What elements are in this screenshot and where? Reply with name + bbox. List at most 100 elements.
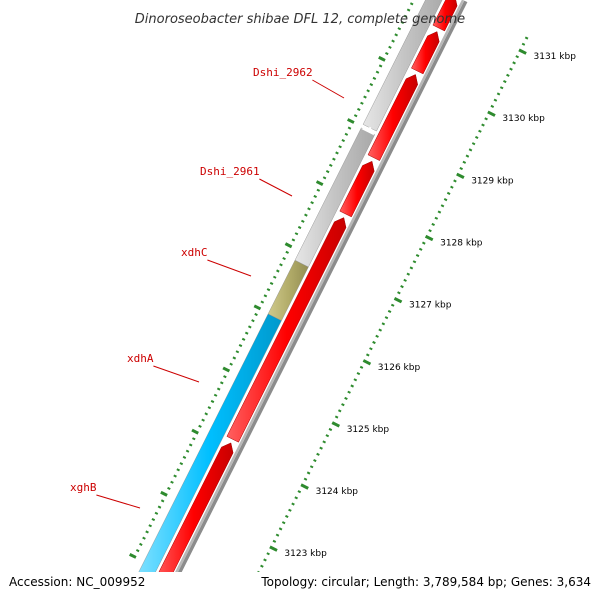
minor-tick <box>406 272 410 276</box>
minor-tick <box>332 157 336 161</box>
minor-tick <box>148 524 152 528</box>
gene-label-xdhC: xdhC <box>181 246 208 259</box>
major-tick <box>347 118 355 124</box>
minor-tick <box>273 275 277 279</box>
minor-tick <box>142 536 146 540</box>
minor-tick <box>309 465 314 469</box>
gene-gap <box>360 127 375 136</box>
minor-tick <box>372 76 377 80</box>
minor-tick <box>446 191 451 195</box>
minor-tick <box>459 167 463 171</box>
minor-tick <box>235 350 240 354</box>
minor-tick <box>213 393 218 397</box>
minor-tick <box>151 518 156 522</box>
minor-tick <box>297 225 302 230</box>
minor-tick <box>437 210 442 214</box>
minor-tick <box>496 92 501 96</box>
minor-tick <box>306 471 311 475</box>
minor-tick <box>325 434 330 438</box>
minor-tick <box>282 257 286 261</box>
minor-tick <box>145 530 149 534</box>
minor-tick <box>241 337 246 341</box>
tick-label: 3128 kbp <box>440 239 483 249</box>
minor-tick <box>478 129 482 133</box>
minor-tick <box>288 508 292 512</box>
minor-tick <box>204 412 208 416</box>
major-tick <box>424 234 434 242</box>
minor-tick <box>210 399 215 404</box>
major-tick <box>300 483 309 490</box>
gene-label-xdhA: xdhA <box>127 352 154 365</box>
minor-tick <box>313 459 317 463</box>
minor-tick <box>450 185 454 189</box>
leader-line <box>153 365 200 383</box>
minor-tick <box>344 132 349 136</box>
minor-tick <box>369 347 373 351</box>
leader-line <box>207 259 252 277</box>
major-tick <box>331 421 340 428</box>
minor-tick <box>207 406 212 410</box>
minor-tick <box>313 194 317 198</box>
major-tick <box>129 553 137 559</box>
minor-tick <box>328 427 333 432</box>
major-tick <box>456 172 465 179</box>
minor-tick <box>269 281 274 285</box>
minor-tick <box>366 89 370 93</box>
minor-tick <box>266 552 270 556</box>
minor-tick <box>316 188 321 192</box>
minor-tick <box>391 39 395 43</box>
forward-strand-arrow <box>432 0 458 32</box>
minor-tick <box>281 521 286 525</box>
minor-tick <box>297 490 302 494</box>
gene-label-Dshi_2961: Dshi_2961 <box>200 165 260 178</box>
minor-tick <box>139 542 143 546</box>
minor-tick <box>338 145 342 149</box>
minor-tick <box>366 353 370 357</box>
gene-Dshi_2961 <box>294 127 375 268</box>
accession-text: Accession: NC_009952 <box>9 575 145 589</box>
tick-label: 3123 kbp <box>284 549 327 559</box>
major-tick <box>253 304 262 311</box>
minor-tick <box>244 331 249 335</box>
minor-tick <box>303 477 308 481</box>
tick-label: 3129 kbp <box>471 176 514 186</box>
minor-tick <box>291 238 296 242</box>
minor-tick <box>304 213 308 217</box>
minor-tick <box>347 126 352 130</box>
minor-tick <box>418 247 423 251</box>
minor-tick <box>397 291 401 295</box>
minor-tick <box>378 328 382 332</box>
forward-strand-arrow <box>226 217 347 443</box>
minor-tick <box>276 269 280 273</box>
minor-tick <box>394 33 398 37</box>
minor-tick <box>524 36 529 40</box>
map-title: Dinoroseobacter shibae DFL 12, complete … <box>135 12 465 27</box>
minor-tick <box>453 179 457 183</box>
minor-tick <box>201 418 205 422</box>
minor-tick <box>251 319 255 323</box>
minor-tick <box>154 511 159 515</box>
major-tick <box>393 297 403 304</box>
topology-text: Topology: circular; Length: 3,789,584 bp… <box>260 575 591 589</box>
major-tick <box>378 55 386 62</box>
gene-label-Dshi_2962: Dshi_2962 <box>253 66 313 79</box>
minor-tick <box>238 344 243 348</box>
leader-line <box>312 79 345 99</box>
tick-label: 3130 kbp <box>502 114 545 124</box>
forward-strand-arrow <box>339 160 375 218</box>
minor-tick <box>409 266 414 270</box>
minor-tick <box>512 61 516 65</box>
minor-tick <box>136 549 140 553</box>
minor-tick <box>316 452 320 456</box>
backbone-line <box>164 0 468 600</box>
leader-line <box>259 178 293 197</box>
minor-tick <box>291 502 295 506</box>
minor-tick <box>157 505 162 509</box>
minor-tick <box>301 219 305 223</box>
minor-tick <box>434 216 439 220</box>
minor-tick <box>335 151 339 155</box>
minor-tick <box>263 558 267 562</box>
gene-label-xghB: xghB <box>70 481 97 494</box>
minor-tick <box>515 55 519 59</box>
minor-tick <box>356 372 361 376</box>
